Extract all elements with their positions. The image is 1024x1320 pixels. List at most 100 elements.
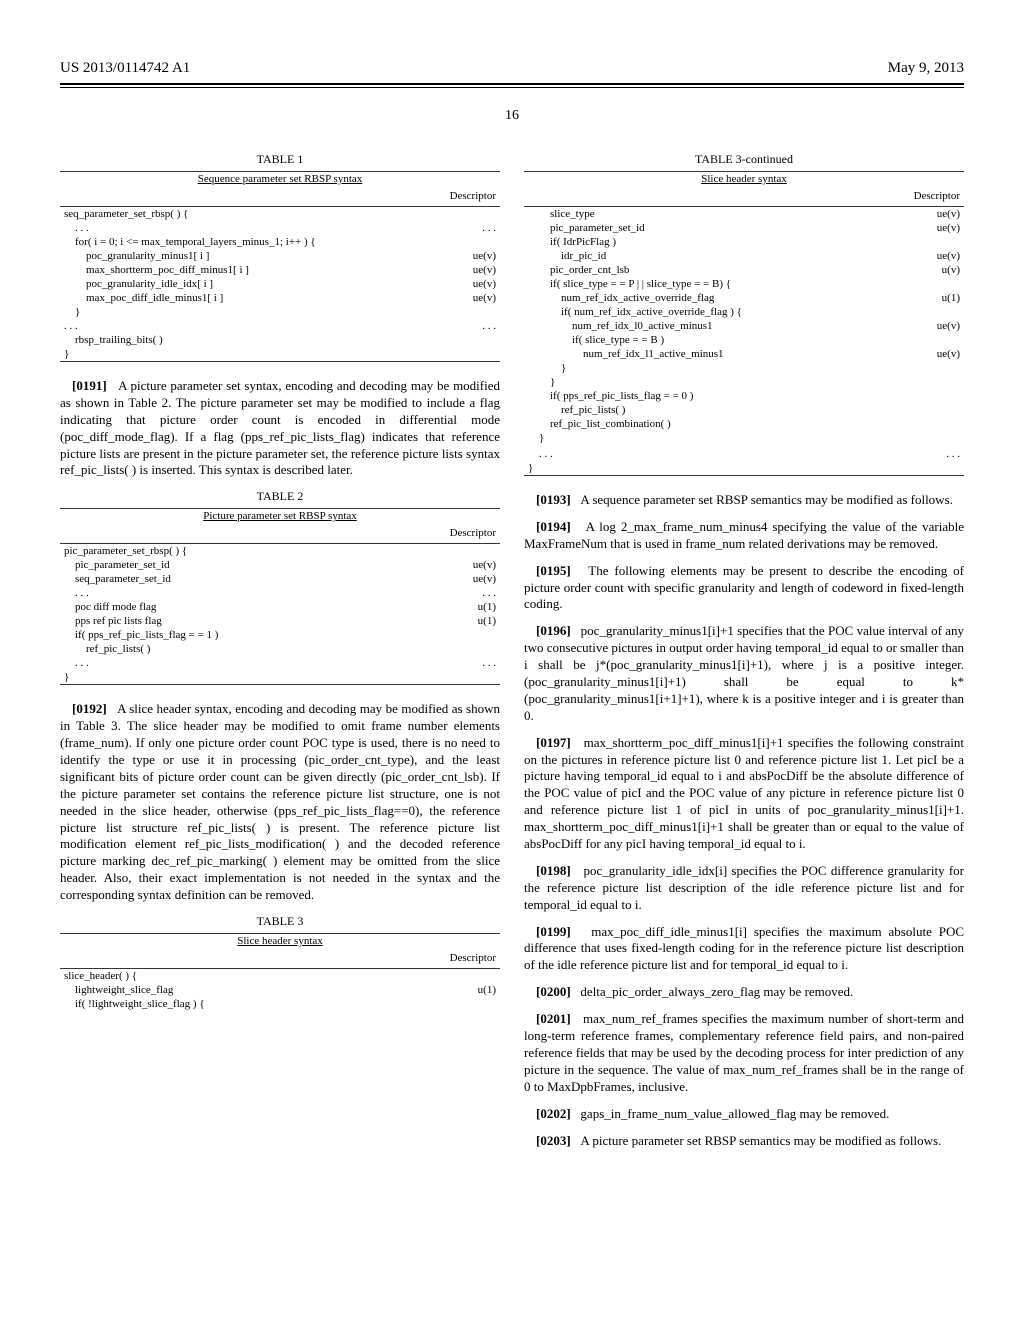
table-2-cell-text: pic_parameter_set_id [60, 558, 412, 572]
table-3b-cell-text: num_ref_idx_l0_active_minus1 [524, 319, 876, 333]
table-3b-row: slice_typeue(v) [524, 207, 964, 222]
table-1-cell-text: poc_granularity_minus1[ i ] [60, 249, 412, 263]
table-1-cell-desc [412, 305, 500, 319]
table-2-row: seq_parameter_set_idue(v) [60, 572, 500, 586]
table-3b-row: . . .. . . [524, 447, 964, 461]
table-1-label: TABLE 1 [60, 152, 500, 167]
table-3b-cell-desc: ue(v) [876, 347, 964, 361]
table-3b-row: } [524, 375, 964, 389]
table-3a-cell-desc [412, 969, 500, 984]
header-rule-thick [60, 83, 964, 85]
table-3b: TABLE 3-continued Slice header syntax De… [524, 152, 964, 478]
table-3b-row: } [524, 361, 964, 375]
table-2-cell-desc: . . . [412, 656, 500, 670]
table-1-cell-text: } [60, 305, 412, 319]
table-1-row: max_poc_diff_idle_minus1[ i ]ue(v) [60, 291, 500, 305]
paragraph-0203: [0203] A picture parameter set RBSP sema… [524, 1133, 964, 1150]
table-1-row: seq_parameter_set_rbsp( ) { [60, 207, 500, 222]
page-header: US 2013/0114742 A1 May 9, 2013 [60, 60, 964, 77]
table-1-cell-desc [412, 235, 500, 249]
paragraph-0192: [0192] A slice header syntax, encoding a… [60, 701, 500, 904]
table-2-cell-desc [412, 544, 500, 559]
table-2-row: } [60, 670, 500, 685]
table-3b-cell-text: slice_type [524, 207, 876, 222]
table-3b-row: } [524, 461, 964, 476]
table-3b-row: num_ref_idx_l0_active_minus1ue(v) [524, 319, 964, 333]
table-1-row: rbsp_trailing_bits( ) [60, 333, 500, 347]
table-3b-row: if( num_ref_idx_active_override_flag ) { [524, 305, 964, 319]
table-3b-row: if( pps_ref_pic_lists_flag = = 0 ) [524, 389, 964, 403]
table-2-row: pic_parameter_set_rbsp( ) { [60, 544, 500, 559]
table-3b-cell-desc: ue(v) [876, 249, 964, 263]
table-1-cell-desc [412, 333, 500, 347]
table-2-cell-desc [412, 670, 500, 685]
table-3b-cell-desc: ue(v) [876, 221, 964, 235]
table-3b-cell-text: pic_parameter_set_id [524, 221, 876, 235]
paragraph-0198: [0198] poc_granularity_idle_idx[i] speci… [524, 863, 964, 914]
table-2-cell-text: . . . [60, 586, 412, 600]
table-3b-cell-desc [876, 417, 964, 431]
table-3a-cell-text: lightweight_slice_flag [60, 983, 412, 997]
patent-date: May 9, 2013 [888, 60, 964, 77]
table-3b-cell-text: num_ref_idx_active_override_flag [524, 291, 876, 305]
table-3b-cell-text: pic_order_cnt_lsb [524, 263, 876, 277]
table-3a-cell-desc [412, 997, 500, 1011]
table-1-cell-text: max_poc_diff_idle_minus1[ i ] [60, 291, 412, 305]
table-1-cell-desc: ue(v) [412, 249, 500, 263]
header-rule-thin [60, 87, 964, 88]
table-2-row: ref_pic_lists( ) [60, 642, 500, 656]
table-1-cell-text: seq_parameter_set_rbsp( ) { [60, 207, 412, 222]
table-3b-cell-desc [876, 431, 964, 445]
table-2-row: poc diff mode flagu(1) [60, 600, 500, 614]
table-3b-cell-text: . . . [524, 447, 876, 461]
table-1-row: for( i = 0; i <= max_temporal_layers_min… [60, 235, 500, 249]
table-3a-row: slice_header( ) { [60, 969, 500, 984]
table-3a-desc-header: Descriptor [412, 948, 500, 969]
paragraph-0196: [0196] poc_granularity_minus1[i]+1 speci… [524, 623, 964, 724]
right-column: TABLE 3-continued Slice header syntax De… [524, 142, 964, 1159]
table-2-cell-text: . . . [60, 656, 412, 670]
paragraph-0193: [0193] A sequence parameter set RBSP sem… [524, 492, 964, 509]
table-3b-row: pic_parameter_set_idue(v) [524, 221, 964, 235]
table-1-cell-desc [412, 347, 500, 362]
patent-number: US 2013/0114742 A1 [60, 60, 190, 77]
table-2-cell-text: poc diff mode flag [60, 600, 412, 614]
page-number: 16 [60, 108, 964, 124]
table-1-cell-desc: . . . [412, 319, 500, 333]
table-3b-cell-text: ref_pic_lists( ) [524, 403, 876, 417]
paragraph-0202: [0202] gaps_in_frame_num_value_allowed_f… [524, 1106, 964, 1123]
table-3b-row: ref_pic_lists( ) [524, 403, 964, 417]
table-3b-cell-desc [876, 361, 964, 375]
table-1-title: Sequence parameter set RBSP syntax [60, 172, 500, 187]
table-3b-row: pic_order_cnt_lsbu(v) [524, 263, 964, 277]
table-3b-cell-desc [876, 403, 964, 417]
table-1-cell-text: rbsp_trailing_bits( ) [60, 333, 412, 347]
table-3b-cell-text: if( num_ref_idx_active_override_flag ) { [524, 305, 876, 319]
table-2-cell-text: seq_parameter_set_id [60, 572, 412, 586]
table-1-cell-text: for( i = 0; i <= max_temporal_layers_min… [60, 235, 412, 249]
table-2-cell-desc: ue(v) [412, 572, 500, 586]
table-3b-cell-text: if( slice_type = = P | | slice_type = = … [524, 277, 876, 291]
left-column: TABLE 1 Sequence parameter set RBSP synt… [60, 142, 500, 1159]
table-2-cell-desc: ue(v) [412, 558, 500, 572]
table-1-row: poc_granularity_idle_idx[ i ]ue(v) [60, 277, 500, 291]
table-3b-cell-desc [876, 389, 964, 403]
table-3b-cell-text: idr_pic_id [524, 249, 876, 263]
table-3b-title: Slice header syntax [524, 172, 964, 187]
table-1-row: . . .. . . [60, 319, 500, 333]
table-3a-cell-desc: u(1) [412, 983, 500, 997]
table-2-row: pps ref pic lists flagu(1) [60, 614, 500, 628]
table-2-cell-desc: u(1) [412, 600, 500, 614]
table-1-cell-text: . . . [60, 221, 412, 235]
table-1-cell-text: } [60, 347, 412, 362]
table-3b-row: if( slice_type = = B ) [524, 333, 964, 347]
table-2-title: Picture parameter set RBSP syntax [60, 509, 500, 524]
table-1-desc-header: Descriptor [412, 186, 500, 207]
table-3a-label: TABLE 3 [60, 914, 500, 929]
table-3a-row: if( !lightweight_slice_flag ) { [60, 997, 500, 1011]
table-3b-row: num_ref_idx_active_override_flagu(1) [524, 291, 964, 305]
table-3b-row: if( IdrPicFlag ) [524, 235, 964, 249]
table-3b-cell-text: if( IdrPicFlag ) [524, 235, 876, 249]
table-2-row: pic_parameter_set_idue(v) [60, 558, 500, 572]
table-3b-row: ref_pic_list_combination( ) [524, 417, 964, 431]
